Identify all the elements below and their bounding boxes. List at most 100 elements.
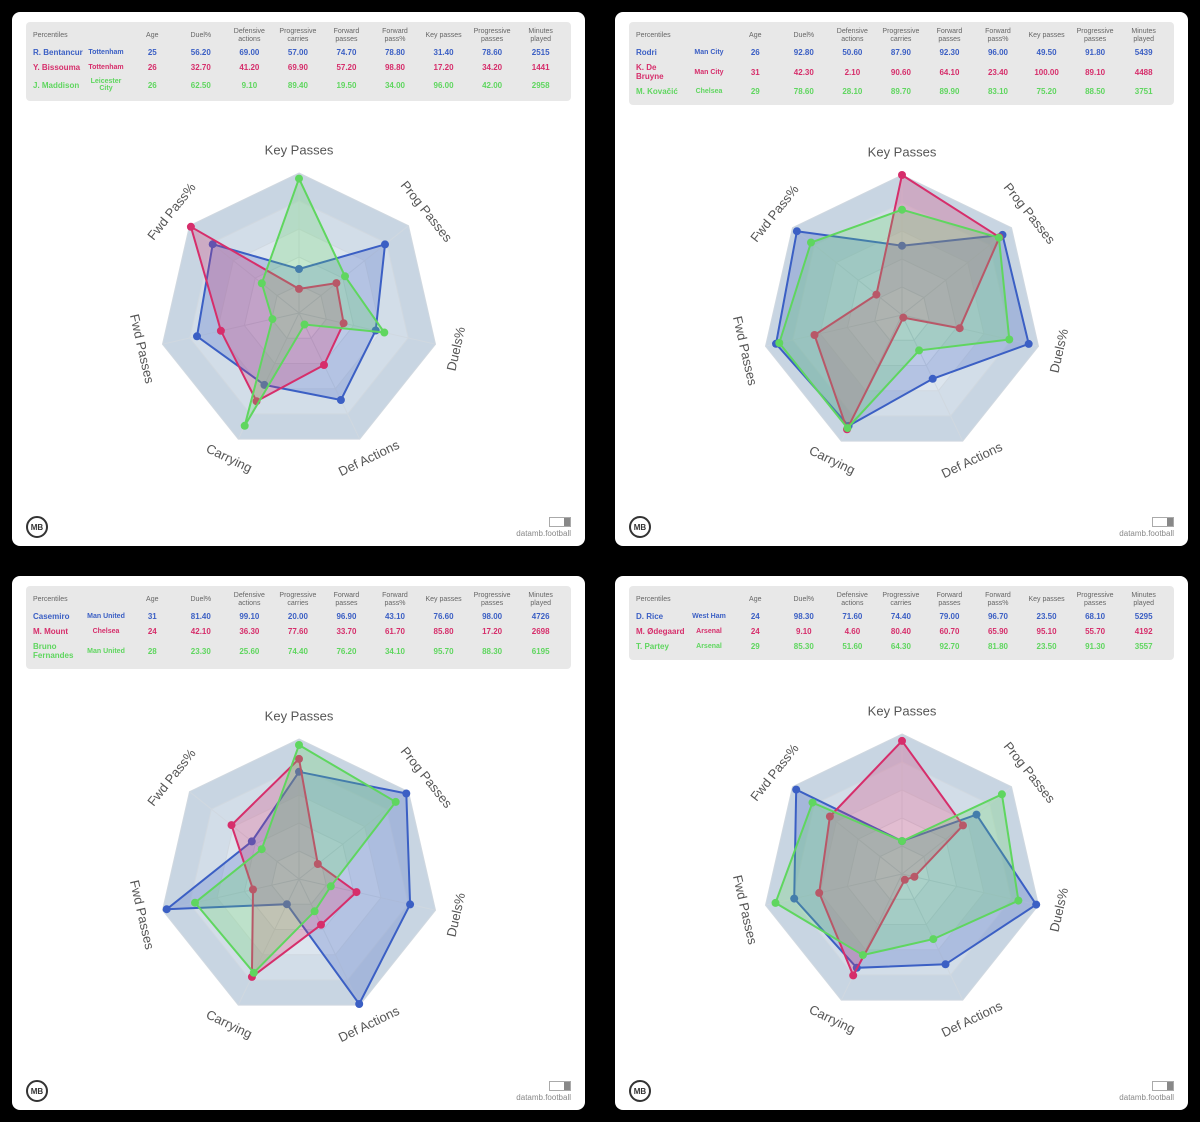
panel: PercentilesAgeDuel%Defensive actionsProg… bbox=[615, 576, 1188, 1110]
radar-marker bbox=[300, 320, 308, 328]
player-team: Chelsea bbox=[687, 84, 731, 99]
stat-cell: 81.40 bbox=[177, 609, 226, 624]
stat-cell: 34.10 bbox=[371, 639, 420, 663]
col-header: Forward pass% bbox=[974, 26, 1023, 45]
axis-label: Key Passes bbox=[867, 704, 936, 719]
axis-label: Duels% bbox=[1046, 327, 1071, 374]
minutes-cell: 4726 bbox=[516, 609, 565, 624]
col-header: Progressive carries bbox=[274, 590, 323, 609]
player-team: Leicester City bbox=[84, 75, 128, 95]
col-header: Progressive passes bbox=[1071, 26, 1120, 45]
radar-marker bbox=[249, 968, 257, 976]
credit-box bbox=[549, 517, 571, 527]
stat-cell: 92.30 bbox=[925, 45, 974, 60]
radar-marker bbox=[240, 421, 248, 429]
player-name: Bruno Fernandes bbox=[32, 639, 84, 663]
stat-cell: 19.50 bbox=[322, 75, 371, 95]
player-age: 26 bbox=[128, 60, 177, 75]
radar-marker bbox=[391, 798, 399, 806]
radar-marker bbox=[320, 361, 328, 369]
player-age: 24 bbox=[731, 624, 780, 639]
stat-cell: 89.40 bbox=[274, 75, 323, 95]
radar-marker bbox=[406, 900, 414, 908]
stat-cell: 4.60 bbox=[828, 624, 877, 639]
col-header: Forward passes bbox=[925, 590, 974, 609]
panel-footer: MB datamb.football bbox=[26, 514, 571, 538]
radar-marker bbox=[317, 920, 325, 928]
stat-cell: 23.50 bbox=[1022, 639, 1071, 654]
credit-box bbox=[1152, 517, 1174, 527]
radar-marker bbox=[326, 882, 334, 890]
player-age: 24 bbox=[128, 624, 177, 639]
stats-table-wrap: PercentilesAgeDuel%Defensive actionsProg… bbox=[26, 22, 571, 101]
player-row: RodriMan City2692.8050.6087.9092.3096.00… bbox=[635, 45, 1168, 60]
stat-cell: 96.00 bbox=[419, 75, 468, 95]
axis-label: Def Actions bbox=[335, 1002, 401, 1044]
panel-footer: MB datamb.football bbox=[26, 1078, 571, 1102]
radar-marker bbox=[162, 905, 170, 913]
stat-cell: 34.20 bbox=[468, 60, 517, 75]
stat-cell: 78.80 bbox=[371, 45, 420, 60]
player-name: Casemiro bbox=[32, 609, 84, 624]
stat-cell: 87.90 bbox=[877, 45, 926, 60]
col-header: Percentiles bbox=[635, 590, 687, 609]
stat-cell: 98.00 bbox=[468, 609, 517, 624]
stat-cell: 60.70 bbox=[925, 624, 974, 639]
col-header: Minutes played bbox=[1119, 590, 1168, 609]
radar-marker bbox=[352, 888, 360, 896]
radar-svg: Key PassesProg PassesDuels%Def ActionsCa… bbox=[682, 689, 1122, 1049]
stat-cell: 95.70 bbox=[419, 639, 468, 663]
player-team: Man City bbox=[687, 45, 731, 60]
axis-label: Def Actions bbox=[938, 998, 1004, 1040]
stat-cell: 75.20 bbox=[1022, 84, 1071, 99]
stat-cell: 89.10 bbox=[1071, 60, 1120, 84]
stat-cell: 25.60 bbox=[225, 639, 274, 663]
col-header: Key passes bbox=[1022, 590, 1071, 609]
stat-cell: 31.40 bbox=[419, 45, 468, 60]
stat-cell: 74.40 bbox=[274, 639, 323, 663]
player-age: 26 bbox=[128, 75, 177, 95]
stat-cell: 100.00 bbox=[1022, 60, 1071, 84]
col-header: Age bbox=[128, 590, 177, 609]
stats-table-wrap: PercentilesAgeDuel%Defensive actionsProg… bbox=[629, 22, 1174, 105]
axis-label: Def Actions bbox=[938, 438, 1004, 480]
axis-label: Def Actions bbox=[335, 436, 401, 478]
axis-label: Fwd Passes bbox=[729, 314, 760, 387]
chart-area: Key PassesProg PassesDuels%Def ActionsCa… bbox=[629, 105, 1174, 514]
stat-cell: 80.40 bbox=[877, 624, 926, 639]
player-team: Tottenham bbox=[84, 60, 128, 75]
minutes-cell: 3557 bbox=[1119, 639, 1168, 654]
radar-marker bbox=[341, 272, 349, 280]
stat-cell: 17.20 bbox=[468, 624, 517, 639]
radar-marker bbox=[792, 227, 800, 235]
radar-marker bbox=[898, 837, 906, 845]
radar-marker bbox=[898, 737, 906, 745]
stat-cell: 81.80 bbox=[974, 639, 1023, 654]
stat-cell: 69.00 bbox=[225, 45, 274, 60]
radar-marker bbox=[858, 951, 866, 959]
radar-marker bbox=[915, 346, 923, 354]
stat-cell: 61.70 bbox=[371, 624, 420, 639]
player-team: Arsenal bbox=[687, 624, 731, 639]
col-header: Minutes played bbox=[516, 26, 565, 45]
player-name: R. Bentancur bbox=[32, 45, 84, 60]
col-header: Forward pass% bbox=[371, 590, 420, 609]
col-header: Duel% bbox=[177, 590, 226, 609]
stat-cell: 42.10 bbox=[177, 624, 226, 639]
col-header bbox=[687, 590, 731, 609]
player-age: 24 bbox=[731, 609, 780, 624]
stat-cell: 28.10 bbox=[828, 84, 877, 99]
col-header: Duel% bbox=[780, 26, 829, 45]
radar-svg: Key PassesProg PassesDuels%Def ActionsCa… bbox=[682, 130, 1122, 490]
player-name: Y. Bissouma bbox=[32, 60, 84, 75]
stat-cell: 95.10 bbox=[1022, 624, 1071, 639]
chart-area: Key PassesProg PassesDuels%Def ActionsCa… bbox=[26, 101, 571, 514]
stat-cell: 91.80 bbox=[1071, 45, 1120, 60]
radar-marker bbox=[928, 374, 936, 382]
stat-cell: 32.70 bbox=[177, 60, 226, 75]
stat-cell: 33.70 bbox=[322, 624, 371, 639]
axis-label: Key Passes bbox=[264, 708, 333, 723]
panel-footer: MB datamb.football bbox=[629, 1078, 1174, 1102]
stat-cell: 62.50 bbox=[177, 75, 226, 95]
panel-grid: PercentilesAgeDuel%Defensive actionsProg… bbox=[12, 12, 1188, 1110]
